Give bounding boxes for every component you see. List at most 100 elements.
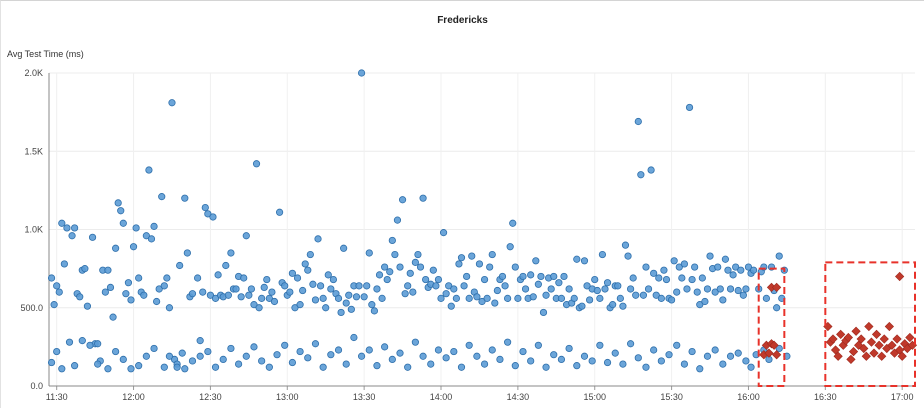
data-point [565, 285, 573, 293]
data-point [542, 291, 550, 299]
data-point [775, 252, 783, 260]
data-point [350, 333, 358, 342]
data-point [296, 347, 304, 356]
data-point [301, 260, 309, 268]
data-point [486, 263, 494, 271]
data-point [721, 255, 730, 263]
data-point [345, 291, 353, 299]
data-point [603, 279, 612, 287]
data-point [150, 344, 158, 353]
anomaly-point [859, 343, 869, 354]
data-point [639, 291, 648, 299]
data-point [603, 358, 612, 367]
data-point [194, 274, 202, 282]
data-point [619, 360, 627, 368]
data-point [160, 363, 168, 371]
data-point [501, 282, 509, 290]
data-point [204, 210, 212, 218]
data-point [711, 288, 719, 296]
data-point [60, 260, 68, 268]
data-point [429, 266, 437, 274]
chart-title: Fredericks [437, 15, 488, 26]
anomaly-point [861, 351, 871, 361]
data-point [701, 297, 709, 306]
data-point [176, 261, 184, 270]
data-point [147, 235, 156, 243]
data-points [47, 69, 918, 373]
data-point [306, 250, 314, 259]
x-tick-labels: 11:30 12:00 12:30 13:00 13:30 14:00 14:30 15:00… [46, 392, 914, 402]
data-point [396, 263, 404, 271]
data-point [296, 301, 304, 309]
data-point [573, 362, 581, 370]
data-point [106, 283, 115, 292]
data-point [270, 297, 279, 306]
data-point [150, 222, 158, 230]
data-point [311, 296, 320, 304]
data-point [370, 307, 378, 315]
data-point [447, 302, 455, 310]
data-point [68, 232, 76, 240]
data-point [127, 296, 135, 304]
data-point [329, 275, 337, 284]
anomaly-point [769, 340, 779, 350]
data-point [719, 360, 727, 368]
data-point [732, 263, 740, 271]
data-point [698, 274, 706, 282]
data-point [655, 274, 663, 282]
y-tick-label: 500.0 [20, 303, 43, 313]
data-point [511, 263, 519, 271]
data-point [450, 285, 458, 293]
data-point [688, 275, 696, 284]
data-point [442, 290, 450, 298]
anomaly-point [764, 348, 774, 358]
data-point [268, 288, 276, 296]
data-point [247, 285, 256, 293]
data-point [104, 365, 112, 373]
data-point [432, 282, 440, 290]
data-point [570, 294, 578, 302]
data-point [527, 271, 535, 279]
data-point [83, 302, 92, 310]
y-axis-title: Avg Test Time (ms) [7, 49, 84, 59]
data-point [299, 286, 307, 295]
data-point [94, 340, 102, 348]
data-point [327, 285, 335, 293]
data-point [401, 290, 409, 298]
data-point [696, 365, 704, 373]
x-tick-label: 12:00 [122, 392, 145, 402]
data-point [199, 288, 207, 296]
data-point [593, 286, 601, 295]
data-point [324, 271, 332, 279]
data-point [360, 293, 368, 301]
data-point [258, 357, 266, 365]
anomaly-point [877, 351, 887, 361]
data-point [163, 274, 171, 282]
data-point [53, 282, 61, 290]
data-point [657, 294, 665, 302]
data-point [142, 232, 150, 240]
data-point [468, 252, 476, 260]
data-point [288, 358, 297, 367]
data-point [181, 194, 189, 202]
data-point [398, 196, 407, 204]
data-point [726, 352, 735, 360]
data-point [519, 347, 527, 356]
data-point [388, 355, 396, 363]
data-point [281, 341, 289, 349]
data-point [160, 282, 168, 290]
x-tick-label: 13:00 [276, 392, 299, 402]
data-point [534, 341, 542, 349]
data-point [88, 233, 97, 241]
data-point [168, 99, 176, 107]
data-point [557, 294, 566, 302]
data-point [673, 341, 681, 349]
data-point [114, 199, 122, 207]
data-point [534, 280, 542, 288]
anomaly-point [887, 340, 897, 350]
anomaly-point [864, 321, 874, 332]
data-point [47, 358, 56, 367]
x-tick-label: 16:00 [737, 392, 760, 402]
data-point [627, 285, 635, 293]
data-point [375, 271, 384, 279]
